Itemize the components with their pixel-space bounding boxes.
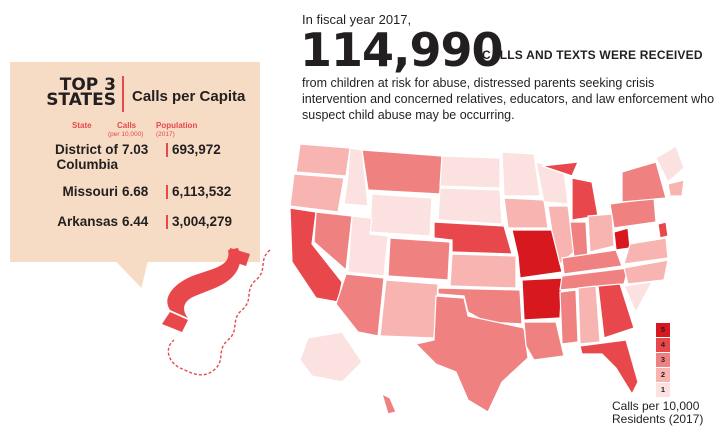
card-subtitle: Calls per Capita [132,88,246,105]
row-state: District of Columbia [54,142,118,172]
col-header-population: Population [156,121,198,130]
card-title-line1: TOP 3 [59,75,116,95]
card-title: TOP 3 STATES [28,75,116,110]
card-title-line2: STATES [46,90,116,110]
us-choropleth-map [289,143,685,415]
row-calls: 6.44 [122,214,149,229]
legend-level-3: 3 [656,353,670,367]
description-text: from children at risk for abuse, distres… [302,76,715,122]
legend-caption-line2: Residents (2017) [612,412,704,426]
row-calls: 6.68 [122,184,149,199]
legend-level-5: 5 [656,323,670,337]
legend-level-4: 4 [656,338,670,352]
top-states-card: TOP 3 STATES Calls per Capita State Call… [10,62,260,262]
col-header-calls-sub: (per 10,000) [108,131,144,138]
headline-suffix: CALLS AND TEXTS WERE RECEIVED [482,48,703,62]
col-header-calls: Calls [117,121,137,130]
legend-caption: Calls per 10,000 Residents (2017) [612,400,703,426]
headline-number: 114,990 [300,23,504,77]
row-state: Arkansas [57,214,118,229]
row-state: Missouri [62,184,118,199]
card-divider [122,76,124,112]
telephone-icon [162,248,271,376]
legend-level-2: 2 [656,368,670,382]
row-calls: 7.03 [122,142,149,157]
intro-text: In fiscal year 2017, [302,12,412,27]
row-population: 6,113,532 [166,185,231,199]
row-population: 3,004,279 [166,215,232,229]
col-header-population-sub: (2017) [156,131,175,138]
col-header-state: State [72,121,92,130]
legend-caption-line1: Calls per 10,000 [612,399,700,413]
legend-level-1: 1 [656,383,670,397]
row-population: 693,972 [166,143,221,157]
